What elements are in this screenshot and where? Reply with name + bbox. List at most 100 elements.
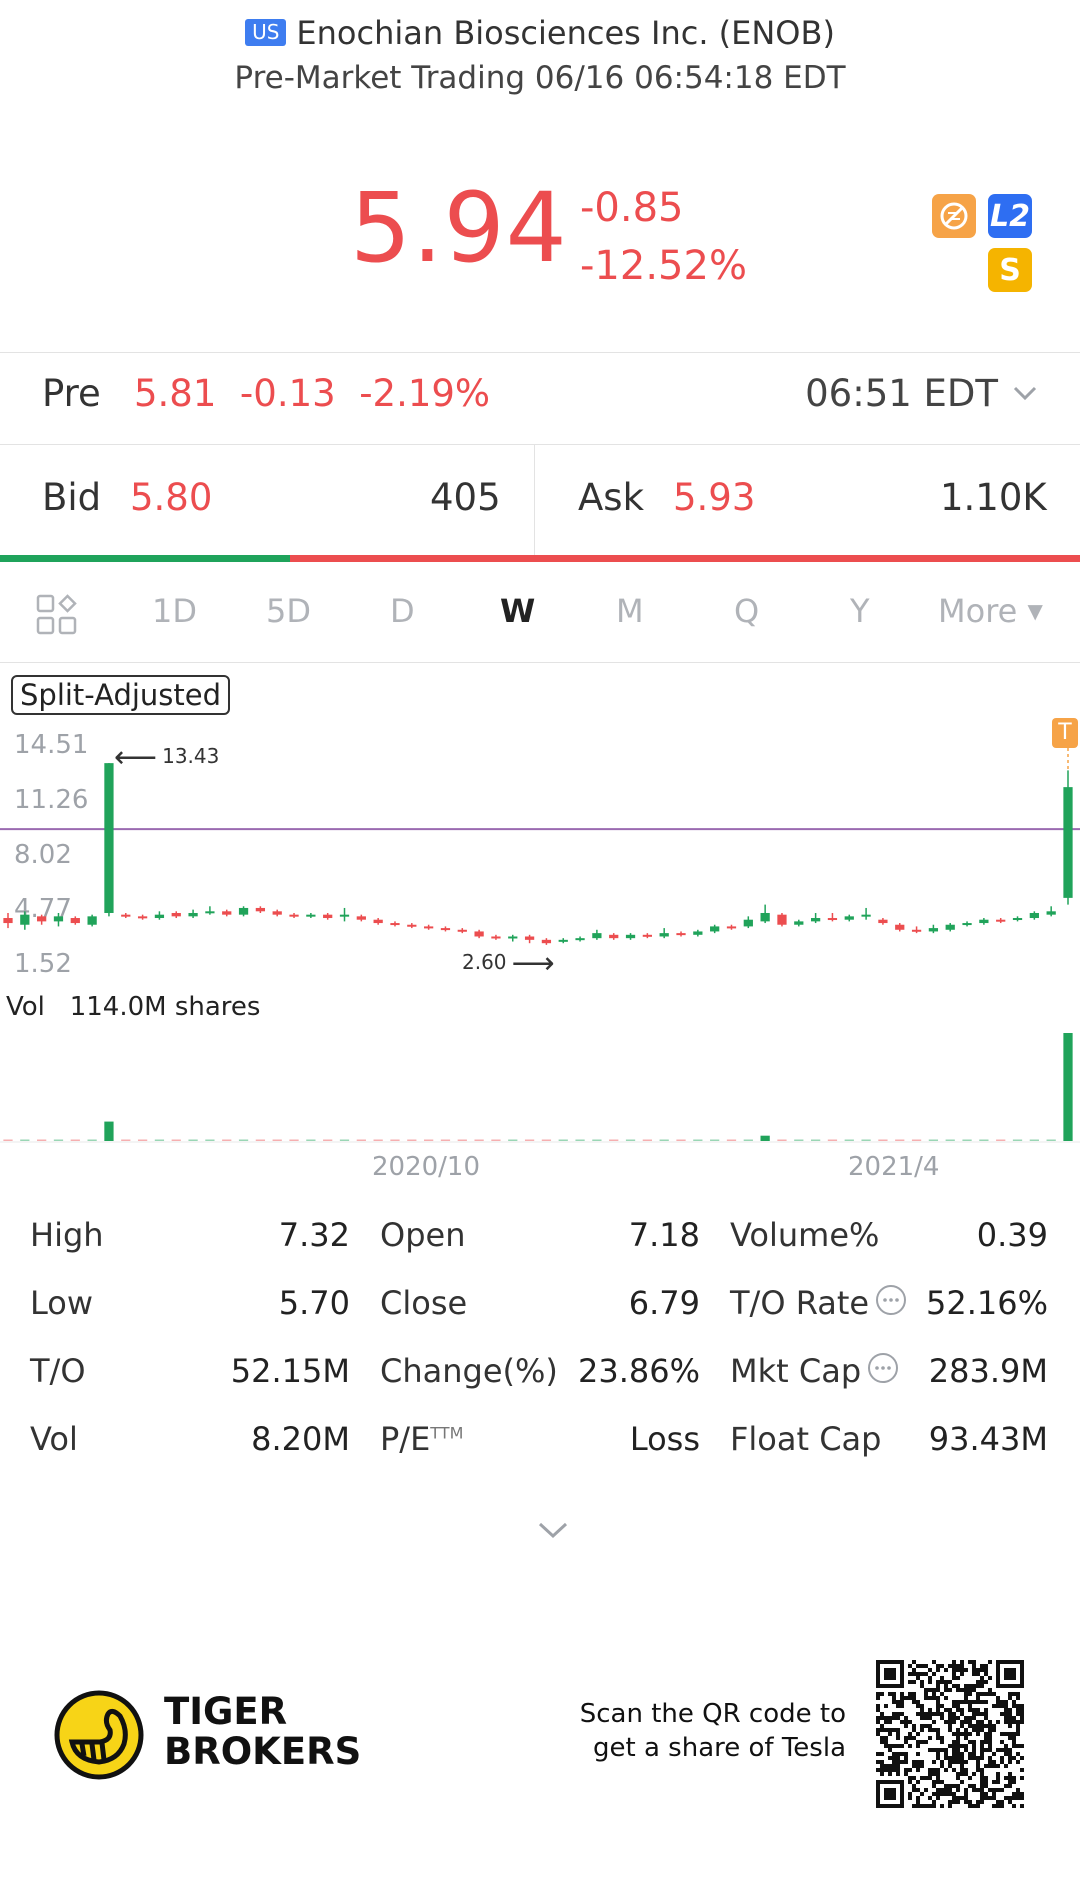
candle xyxy=(3,912,13,929)
candle-body xyxy=(895,924,905,930)
stat-label: Vol xyxy=(30,1420,78,1458)
dollar-icon[interactable]: S xyxy=(988,248,1032,292)
candle xyxy=(945,923,955,932)
split-adjusted-badge[interactable]: Split-Adjusted xyxy=(11,675,231,715)
candle-body xyxy=(238,907,249,915)
tab-1d[interactable]: 1D xyxy=(152,592,197,630)
candle xyxy=(154,911,165,920)
premarket-values: 5.81 -0.13 -2.19% xyxy=(134,372,490,415)
candle-body xyxy=(272,911,282,915)
volume-bar xyxy=(743,1139,753,1141)
premarket-row[interactable]: Pre 5.81 -0.13 -2.19% 06:51 EDT xyxy=(0,372,1080,444)
stat-label: Change(%) xyxy=(380,1352,558,1390)
candle-body xyxy=(508,936,518,939)
tab-more[interactable]: More ▼ xyxy=(938,592,1043,630)
bid-ask-divider xyxy=(534,444,535,555)
candle xyxy=(339,907,350,922)
candle xyxy=(895,923,905,932)
trading-status: Pre-Market Trading 06/16 06:54:18 EDT xyxy=(234,60,846,96)
chart-layout-icon[interactable] xyxy=(36,594,78,636)
candle-body xyxy=(945,924,955,930)
candle-body xyxy=(609,934,619,939)
stat-label-text: Mkt Cap xyxy=(730,1352,862,1390)
candle-body xyxy=(558,939,568,942)
candle-body xyxy=(827,918,838,921)
candle xyxy=(1063,770,1073,905)
candle-body xyxy=(524,936,535,940)
candle xyxy=(70,916,80,925)
candle-body xyxy=(457,929,467,932)
stat-label: T/O Rate xyxy=(730,1284,907,1322)
bid-label: Bid xyxy=(42,476,102,519)
candle xyxy=(693,929,703,937)
scan-line-1: Scan the QR code to xyxy=(579,1699,846,1729)
volume-bar xyxy=(407,1139,417,1141)
info-icon[interactable] xyxy=(867,1352,899,1384)
stat-label: Float Cap xyxy=(730,1420,881,1458)
tab-q[interactable]: Q xyxy=(734,592,760,630)
candle xyxy=(928,924,939,934)
stat-label-text: Float Cap xyxy=(730,1420,882,1458)
candle xyxy=(794,919,804,927)
stat-value: 52.15M xyxy=(230,1352,350,1390)
volume-bar xyxy=(121,1139,131,1141)
tab-m[interactable]: M xyxy=(616,592,644,630)
candle-body xyxy=(87,916,97,925)
candle-body xyxy=(1012,918,1023,921)
brand-line-2: BROKERS xyxy=(164,1730,362,1773)
volume-bar xyxy=(524,1139,535,1141)
volume-bar xyxy=(205,1139,215,1141)
candle xyxy=(710,924,720,934)
candle xyxy=(861,907,871,920)
info-icon[interactable] xyxy=(875,1284,907,1316)
candle-body xyxy=(794,921,804,925)
volume-bar xyxy=(1012,1139,1023,1141)
candle-body xyxy=(188,912,198,917)
volume-bar xyxy=(827,1139,838,1141)
stat-label: P/ETTM xyxy=(380,1420,463,1458)
stat-label: Volume% xyxy=(730,1216,879,1254)
candle xyxy=(1046,906,1056,917)
stat-value: 93.43M xyxy=(928,1420,1048,1458)
level2-icon[interactable]: L2 xyxy=(988,194,1032,238)
candle xyxy=(255,906,266,913)
trade-marker[interactable]: T xyxy=(1052,718,1078,748)
dollar-label: S xyxy=(999,252,1021,288)
candle xyxy=(878,918,888,925)
candle-body xyxy=(154,914,165,919)
y-tick: 1.52 xyxy=(14,949,72,979)
candle-body xyxy=(306,914,316,917)
volume-bar xyxy=(1046,1139,1056,1141)
candle xyxy=(575,936,585,942)
candle-body xyxy=(541,939,552,944)
tab-d[interactable]: D xyxy=(390,592,415,630)
ask-label: Ask xyxy=(578,476,645,519)
candle xyxy=(962,921,972,927)
tab-y[interactable]: Y xyxy=(850,592,870,630)
volume-bar xyxy=(1029,1139,1039,1141)
volume-bar xyxy=(558,1139,568,1141)
high-marker-value: 13.43 xyxy=(162,744,220,768)
stat-value: 8.20M xyxy=(251,1420,350,1458)
expand-chevron-icon[interactable] xyxy=(536,1518,570,1542)
x-tick: 2021/4 xyxy=(848,1152,940,1182)
tiger-logo-icon xyxy=(54,1690,144,1780)
tab-w[interactable]: W xyxy=(500,592,536,630)
volume-bar xyxy=(323,1139,333,1141)
candle xyxy=(474,929,484,939)
stat-label-text: Change(%) xyxy=(380,1352,558,1390)
chevron-down-icon[interactable] xyxy=(1010,378,1040,408)
stat-label-text: T/O Rate xyxy=(730,1284,870,1322)
stat-label-text: Vol xyxy=(30,1420,78,1458)
candlestick-chart[interactable] xyxy=(0,700,1080,980)
no-short-icon[interactable] xyxy=(932,194,976,238)
volume-bar xyxy=(373,1139,383,1141)
candle xyxy=(524,934,535,944)
premarket-label: Pre xyxy=(42,372,101,415)
candle xyxy=(188,909,198,919)
candle xyxy=(508,934,518,942)
tab-5d[interactable]: 5D xyxy=(266,592,311,630)
candle-body xyxy=(53,916,64,922)
bid-volume-bar xyxy=(0,555,290,562)
candle-body xyxy=(323,914,333,919)
